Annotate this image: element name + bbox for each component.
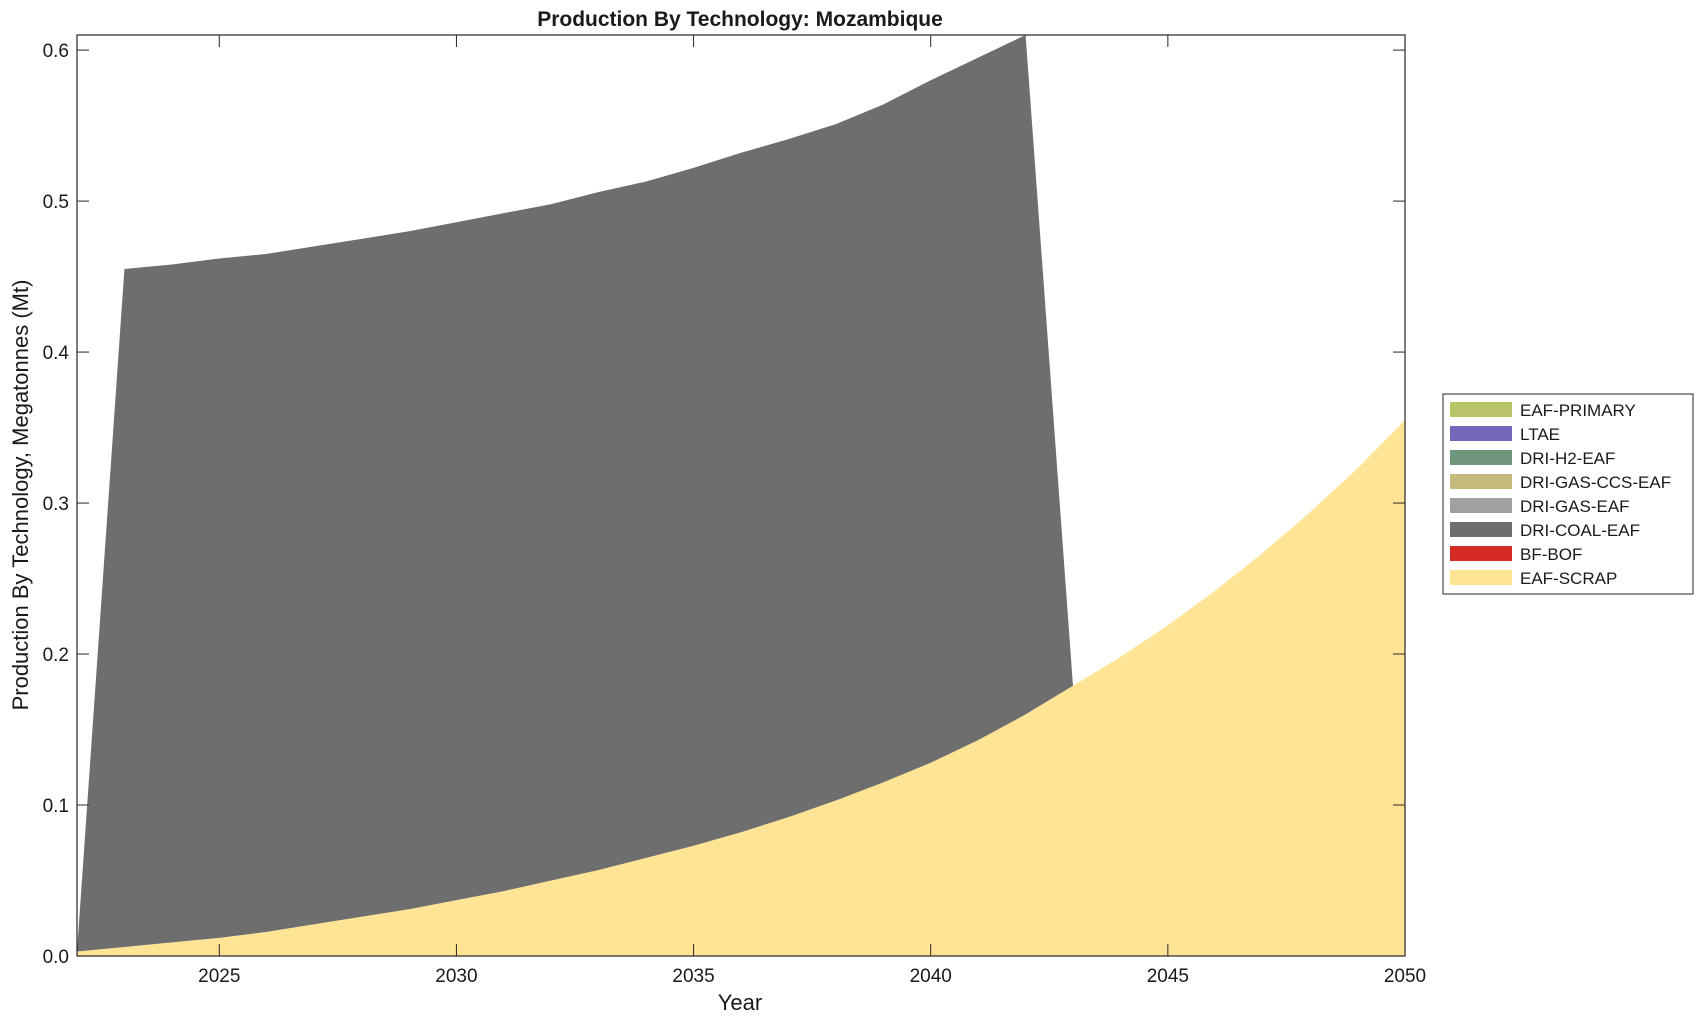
legend-swatch-dri-coal-eaf	[1450, 522, 1512, 537]
y-tick-label: 0.3	[43, 494, 69, 515]
x-tick-label: 2040	[910, 966, 952, 987]
area-dri-coal-eaf	[77, 35, 1405, 952]
x-tick-label: 2025	[198, 966, 240, 987]
y-tick-label: 0.5	[43, 192, 69, 213]
legend-swatch-eaf-scrap	[1450, 570, 1512, 585]
y-axis: 0.0 0.1 0.2 0.3 0.4 0.5 0.6	[43, 41, 1405, 968]
legend-frame	[1442, 393, 1694, 595]
x-tick-label: 2045	[1147, 966, 1189, 987]
legend-label: BF-BOF	[1520, 545, 1582, 564]
legend-swatch-ltae	[1450, 426, 1512, 441]
legend-swatch-bf-bof	[1450, 546, 1512, 561]
plot-frame	[76, 34, 1406, 957]
chart-title: Production By Technology: Mozambique	[537, 8, 943, 31]
area-eaf-scrap	[77, 420, 1405, 956]
legend-label: DRI-GAS-EAF	[1520, 497, 1630, 516]
y-axis-label: Production By Technology, Megatonnes (Mt…	[8, 280, 33, 711]
x-tick-label: 2035	[672, 966, 714, 987]
y-tick-label: 0.1	[43, 796, 69, 817]
y-tick-label: 0.2	[43, 645, 69, 666]
legend-label: DRI-H2-EAF	[1520, 449, 1615, 468]
legend-label: EAF-PRIMARY	[1520, 401, 1636, 420]
y-tick-label: 0.4	[43, 343, 70, 364]
legend-swatch-eaf-primary	[1450, 402, 1512, 417]
y-tick-label: 0.0	[43, 947, 69, 968]
x-tick-label: 2030	[435, 966, 477, 987]
legend: EAF-PRIMARY LTAE DRI-H2-EAF DRI-GAS-CCS-EAF…	[1442, 393, 1694, 595]
legend-swatch-dri-h2-eaf	[1450, 450, 1512, 465]
area-series-group	[77, 35, 1405, 956]
legend-label: DRI-COAL-EAF	[1520, 521, 1640, 540]
legend-swatch-dri-gas-ccs-eaf	[1450, 474, 1512, 489]
legend-label: LTAE	[1520, 425, 1560, 444]
y-tick-label: 0.6	[43, 41, 69, 62]
x-axis: 2025 2030 2035 2040 2045 2050	[198, 35, 1426, 987]
legend-swatch-dri-gas-eaf	[1450, 498, 1512, 513]
legend-label: DRI-GAS-CCS-EAF	[1520, 473, 1671, 492]
legend-label: EAF-SCRAP	[1520, 569, 1617, 588]
x-tick-label: 2050	[1384, 966, 1426, 987]
x-axis-label: Year	[718, 990, 762, 1015]
